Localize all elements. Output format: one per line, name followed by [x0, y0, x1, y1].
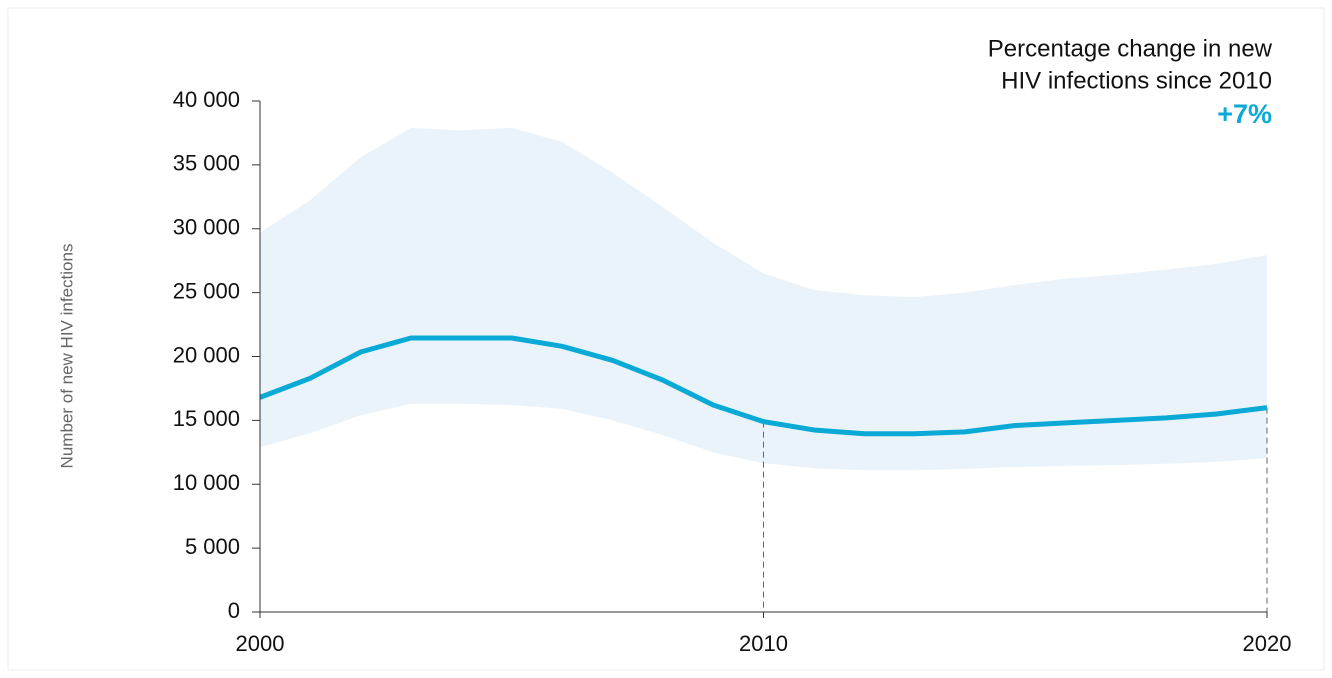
y-axis-label: Number of new HIV infections	[57, 244, 76, 469]
y-tick-label: 0	[228, 598, 240, 623]
y-tick-label: 10 000	[173, 470, 240, 495]
y-tick-label: 35 000	[173, 151, 240, 176]
annotation-line: Percentage change in new	[988, 35, 1273, 62]
x-tick-label: 2020	[1243, 631, 1292, 656]
uncertainty-band	[260, 127, 1267, 471]
y-tick-label: 25 000	[173, 278, 240, 303]
x-tick-label: 2000	[236, 631, 285, 656]
x-tick-label: 2010	[739, 631, 788, 656]
annotation-line: HIV infections since 2010	[1001, 67, 1272, 94]
annotation-value: +7%	[1217, 99, 1272, 129]
line	[259, 335, 1268, 437]
y-tick-label: 5 000	[185, 534, 240, 559]
y-tick-label: 30 000	[173, 215, 240, 240]
y-tick-label: 15 000	[173, 406, 240, 431]
y-tick-label: 40 000	[173, 87, 240, 112]
frame	[7, 7, 1325, 671]
y-tick-label: 20 000	[173, 342, 240, 367]
